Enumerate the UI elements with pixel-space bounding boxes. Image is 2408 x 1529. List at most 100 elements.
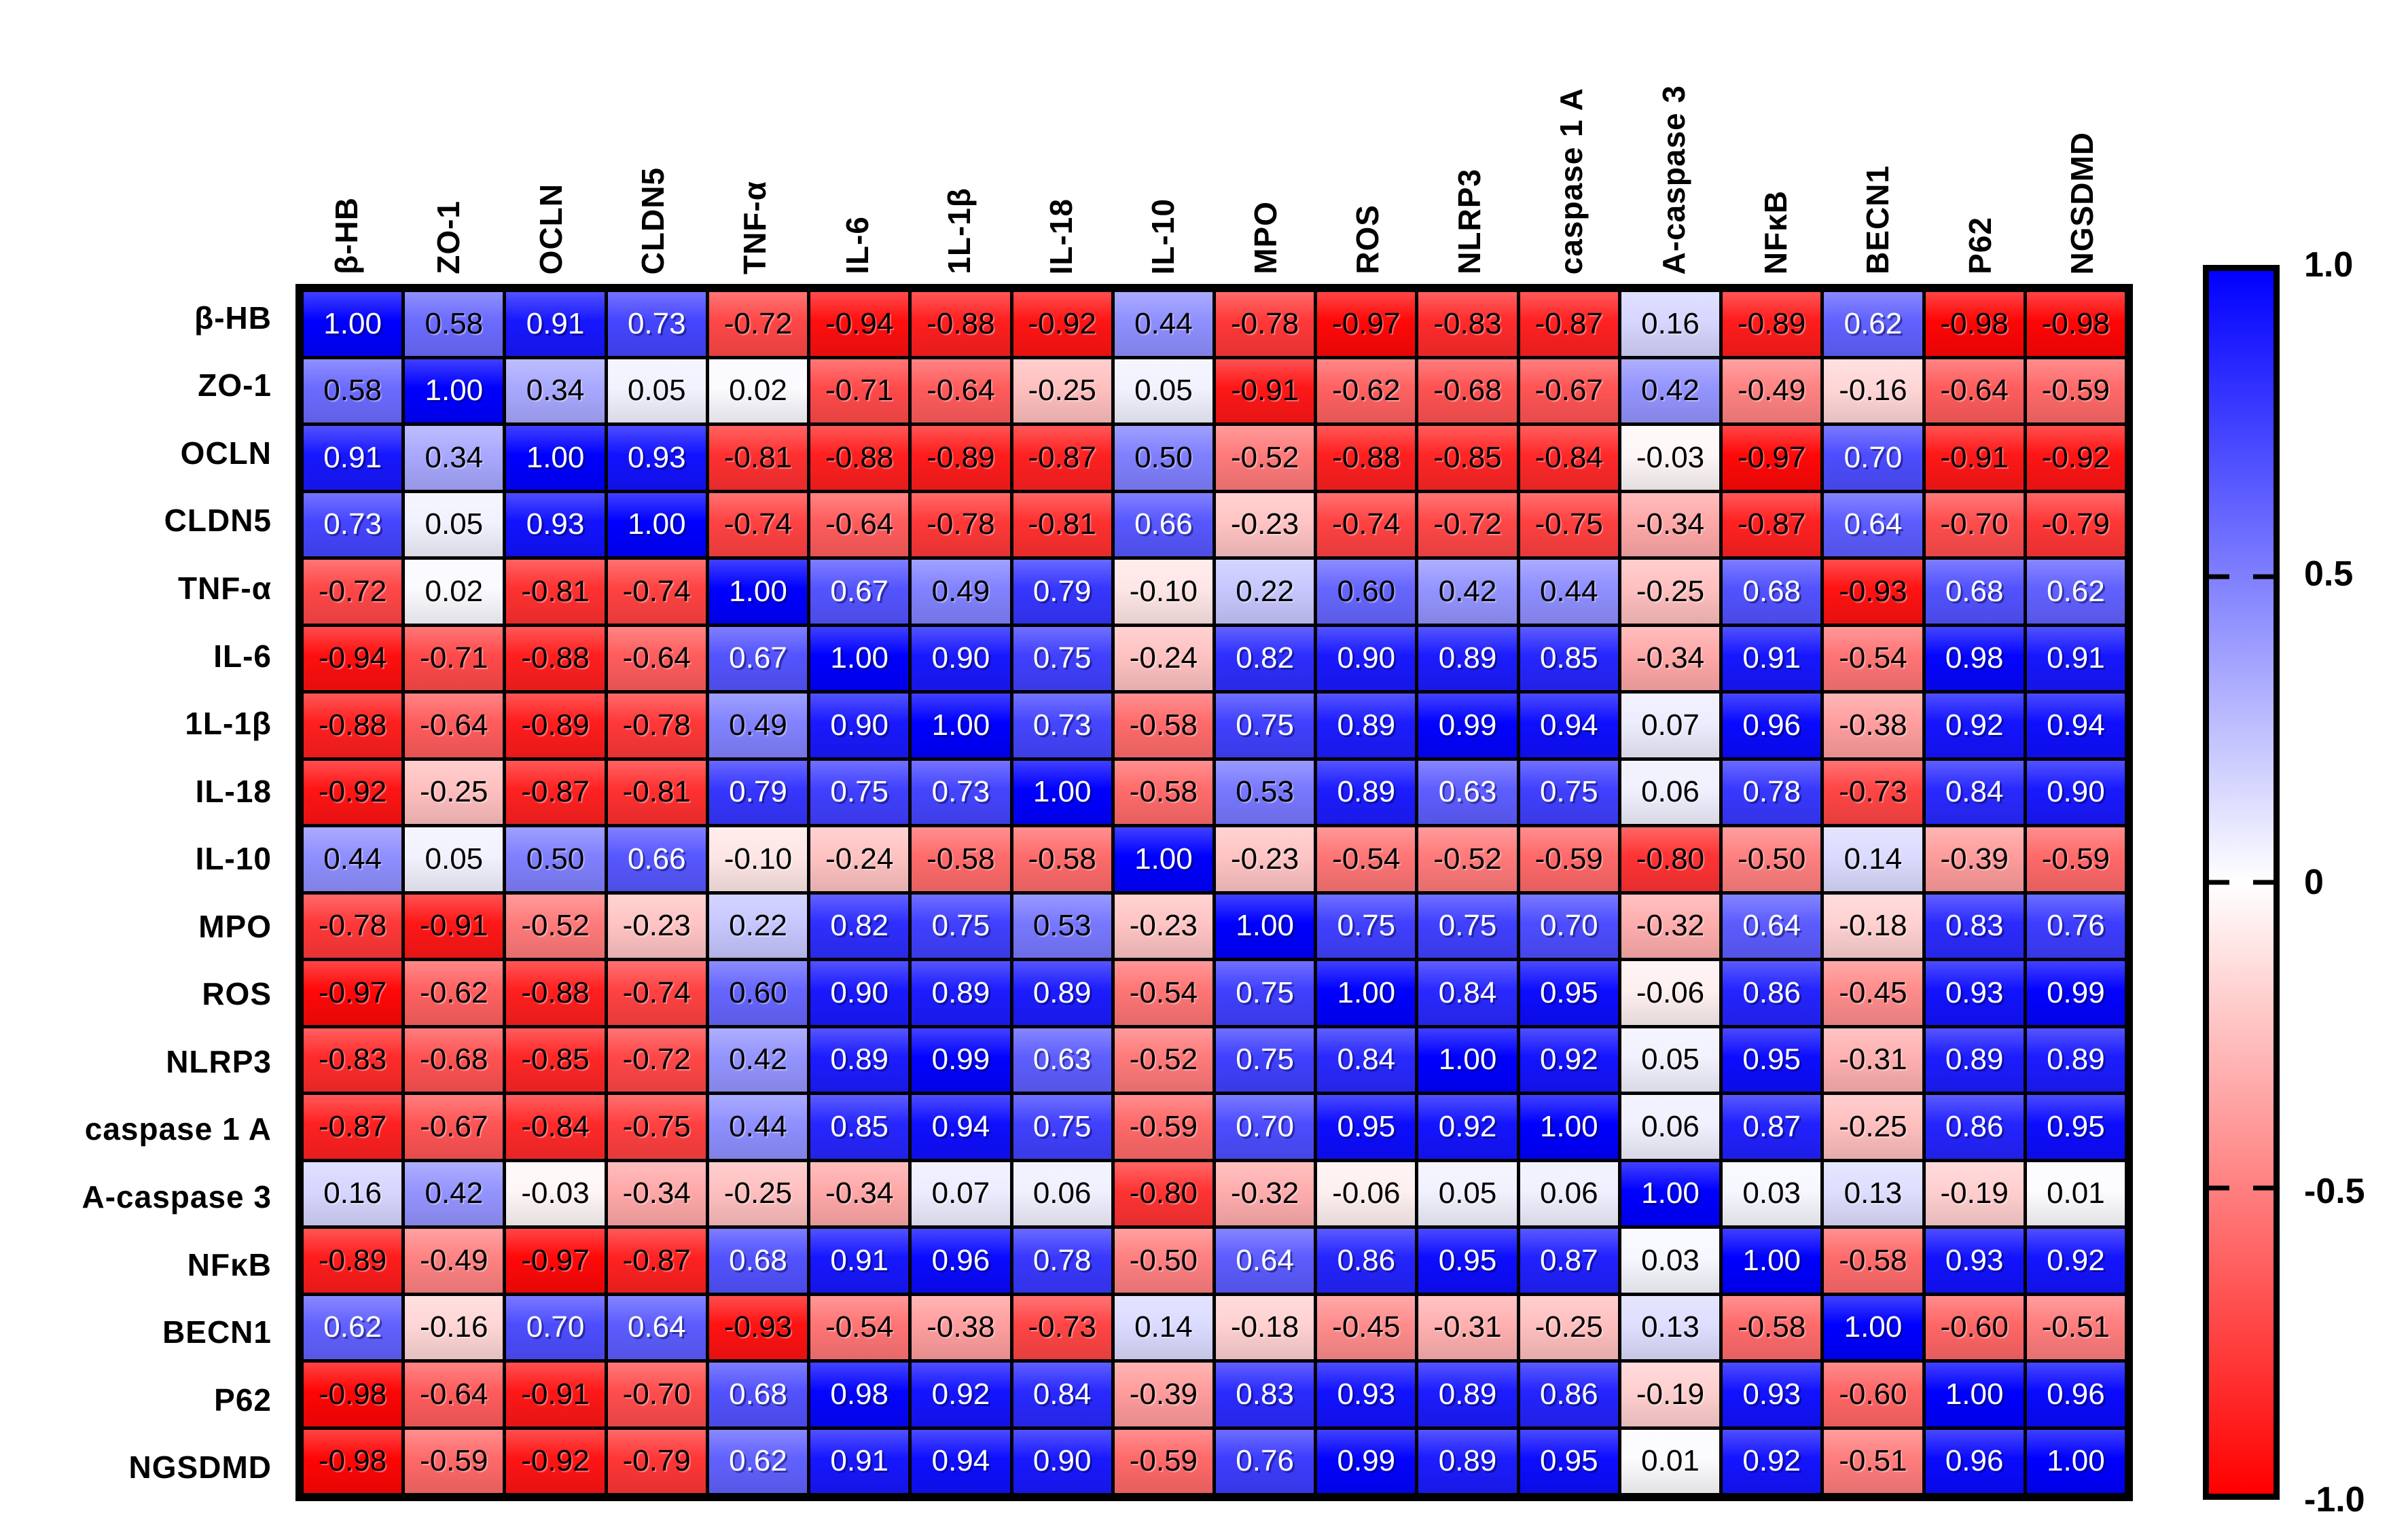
matrix-cell: -0.25 (1520, 1295, 1618, 1359)
matrix-cell: -0.81 (506, 560, 605, 624)
matrix-cell: 0.95 (1520, 1429, 1618, 1493)
matrix-cell: -0.87 (1013, 426, 1111, 490)
matrix-cell: 0.70 (1520, 894, 1618, 958)
matrix-cell: -0.45 (1824, 961, 1922, 1025)
matrix-cell: -0.23 (1216, 827, 1314, 891)
matrix-cell: -0.98 (304, 1429, 402, 1493)
matrix-cell: 0.22 (1216, 560, 1314, 624)
matrix-cell: -0.89 (304, 1229, 402, 1293)
matrix-cell: 0.22 (708, 894, 808, 958)
matrix-cell: -0.34 (607, 1162, 706, 1225)
matrix-cell: 0.58 (405, 292, 503, 356)
matrix-cell: 0.42 (708, 1028, 808, 1092)
matrix-cell: 1.00 (1216, 894, 1314, 958)
matrix-cell: -0.60 (1925, 1295, 2024, 1359)
matrix-cell: -0.52 (506, 894, 605, 958)
matrix-cell: -0.71 (405, 626, 503, 690)
matrix-cell: -0.88 (810, 426, 909, 490)
column-label: ZO-1 (431, 200, 467, 274)
matrix-cell: -0.23 (1114, 894, 1212, 958)
matrix-cell: 0.64 (607, 1295, 706, 1359)
column-label: NLRP3 (1452, 168, 1488, 274)
matrix-cell: 0.75 (1317, 894, 1416, 958)
matrix-cell: -0.16 (405, 1295, 503, 1359)
matrix-cell: -0.25 (1013, 359, 1111, 422)
matrix-cell: 0.99 (1317, 1429, 1416, 1493)
matrix-cell: 0.79 (1013, 560, 1111, 624)
matrix-cell: 0.89 (2026, 1028, 2125, 1092)
matrix-cell: -0.06 (1317, 1162, 1416, 1225)
matrix-cell: 0.70 (1824, 426, 1922, 490)
colorbar-tick-label: -1.0 (2304, 1480, 2365, 1519)
matrix-cell: 0.91 (304, 426, 402, 490)
matrix-cell: 0.75 (810, 760, 909, 824)
matrix-cell: -0.67 (1520, 359, 1618, 422)
matrix-cell: -0.18 (1824, 894, 1922, 958)
column-label: ROS (1349, 204, 1385, 274)
matrix-cell: 1.00 (1824, 1295, 1922, 1359)
matrix-cell: -0.72 (607, 1028, 706, 1092)
matrix-cell: 0.62 (304, 1295, 402, 1359)
matrix-cell: 0.89 (1317, 694, 1416, 757)
matrix-cell: -0.34 (1621, 626, 1720, 690)
matrix-cell: 0.89 (1317, 760, 1416, 824)
matrix-cell: 0.76 (1216, 1429, 1314, 1493)
matrix-cell: -0.31 (1418, 1295, 1517, 1359)
matrix-cell: -0.39 (1114, 1363, 1212, 1426)
matrix-cell: -0.54 (1824, 626, 1922, 690)
matrix-cell: 0.75 (1216, 961, 1314, 1025)
matrix-cell: 0.94 (2026, 694, 2125, 757)
matrix-cell: -0.74 (708, 492, 808, 556)
matrix-cell: 1.00 (1520, 1095, 1618, 1159)
matrix-cell: 0.53 (1013, 894, 1111, 958)
matrix-cell: -0.54 (1114, 961, 1212, 1025)
row-label: ZO-1 (198, 367, 272, 403)
matrix-cell: 0.50 (506, 827, 605, 891)
matrix-cell: 0.16 (304, 1162, 402, 1225)
matrix-cell: 0.95 (1723, 1028, 1821, 1092)
matrix-cell: -0.75 (1520, 492, 1618, 556)
matrix-cell: 0.84 (1317, 1028, 1416, 1092)
column-label: TNF-α (737, 180, 773, 274)
matrix-cell: -0.83 (304, 1028, 402, 1092)
matrix-cell: 0.90 (2026, 760, 2125, 824)
matrix-cell: 0.96 (912, 1229, 1010, 1293)
matrix-cell: 0.89 (1418, 1363, 1517, 1426)
matrix-cell: -0.58 (912, 827, 1010, 891)
row-labels: β-HB ZO-1 OCLN CLDN5 TNF-α IL-6 1L-1β IL-18 IL-1… (0, 284, 283, 1501)
matrix-cell: -0.81 (1013, 492, 1111, 556)
matrix-cell: 0.84 (1013, 1363, 1111, 1426)
matrix-cell: 0.73 (607, 292, 706, 356)
matrix-cell: 0.42 (1418, 560, 1517, 624)
column-label: P62 (1962, 217, 1998, 274)
matrix-cell: 0.68 (708, 1229, 808, 1293)
matrix-cell: 0.16 (1621, 292, 1720, 356)
matrix-cell: 0.73 (304, 492, 402, 556)
matrix-cell: 0.89 (1925, 1028, 2024, 1092)
matrix-cell: -0.72 (304, 560, 402, 624)
matrix-cell: -0.58 (1723, 1295, 1821, 1359)
matrix-cell: -0.03 (1621, 426, 1720, 490)
matrix-cell: -0.49 (1723, 359, 1821, 422)
matrix-cell: 0.99 (912, 1028, 1010, 1092)
matrix-cell: -0.60 (1824, 1363, 1922, 1426)
matrix-cell: -0.84 (506, 1095, 605, 1159)
row-label: IL-10 (195, 841, 272, 877)
matrix-cell: -0.52 (1418, 827, 1517, 891)
matrix-cell: -0.68 (1418, 359, 1517, 422)
matrix-cell: 0.79 (708, 760, 808, 824)
matrix-cell: -0.18 (1216, 1295, 1314, 1359)
matrix-cell: 0.90 (1317, 626, 1416, 690)
colorbar-tick (2253, 1185, 2274, 1191)
matrix-cell: -0.80 (1621, 827, 1720, 891)
matrix-cell: -0.34 (810, 1162, 909, 1225)
matrix-cell: 0.89 (912, 961, 1010, 1025)
row-label: P62 (214, 1382, 272, 1418)
matrix-cell: -0.52 (1216, 426, 1314, 490)
matrix-cell: 0.92 (1925, 694, 2024, 757)
row-label: A-caspase 3 (82, 1179, 272, 1215)
matrix-cell: -0.91 (405, 894, 503, 958)
matrix-cell: 0.05 (1621, 1028, 1720, 1092)
colorbar-tick (2253, 574, 2274, 579)
matrix-cell: 0.98 (810, 1363, 909, 1426)
